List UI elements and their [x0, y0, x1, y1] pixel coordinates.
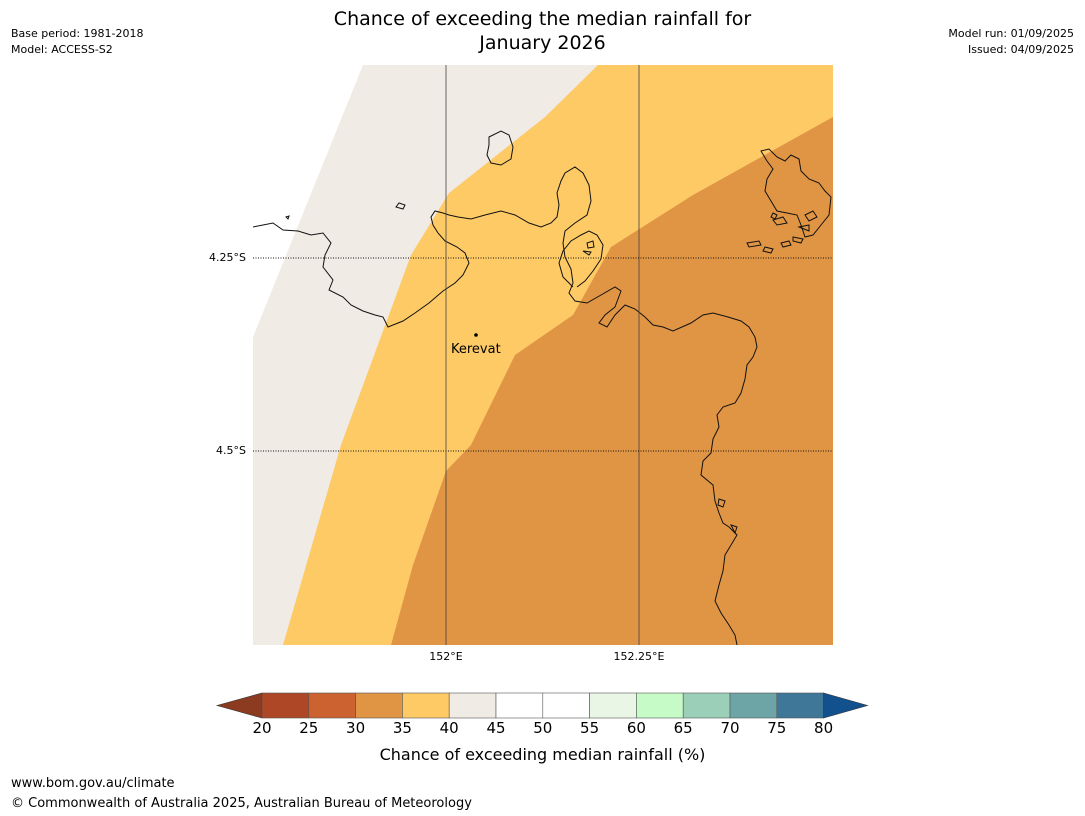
- colorbar-segment: [495, 692, 544, 719]
- lon-label-152: 152°E: [429, 650, 463, 663]
- colorbar-segment: [308, 692, 356, 719]
- map-outside-edge: [253, 65, 363, 337]
- colorbar-tick-label: 80: [814, 719, 834, 737]
- kerevat-marker: [474, 333, 478, 337]
- band-30-35: [391, 117, 833, 645]
- colorbar-tick-label: 50: [533, 719, 553, 737]
- colorbar-segment: [402, 692, 450, 719]
- islets-east: [717, 498, 738, 535]
- colorbar-tick-label: 75: [767, 719, 787, 737]
- colorbar-segment: [682, 692, 731, 719]
- colorbar-tick-label: 60: [626, 719, 646, 737]
- base-period-text: Base period: 1981-2018: [11, 27, 144, 40]
- model-run-text: Model run: 01/09/2025: [948, 27, 1074, 40]
- colorbar-segment: [636, 692, 684, 719]
- colorbar-label: Chance of exceeding median rainfall (%): [379, 745, 706, 764]
- rainfall-map: [253, 65, 833, 645]
- lon-label-152-25: 152.25°E: [613, 650, 665, 663]
- title-line-2: January 2026: [479, 32, 606, 54]
- colorbar-tick-label: 20: [252, 719, 272, 737]
- lat-label-4-5: 4.5°S: [216, 444, 246, 457]
- colorbar-segment: [448, 692, 497, 719]
- colorbar-segment: [261, 692, 310, 719]
- colorbar-tick-label: 40: [439, 719, 459, 737]
- map-title: Chance of exceeding the median rainfall …: [0, 7, 1085, 55]
- colorbar-tick-label: 25: [299, 719, 319, 737]
- lat-label-4-25: 4.25°S: [209, 251, 246, 264]
- colorbar-segment: [776, 692, 824, 719]
- colorbar: [215, 692, 869, 719]
- colorbar-tick-label: 30: [346, 719, 366, 737]
- colorbar-tick-label: 70: [720, 719, 740, 737]
- colorbar-tick-label: 55: [580, 719, 600, 737]
- model-text: Model: ACCESS-S2: [11, 43, 113, 56]
- colorbar-tick-label: 35: [392, 719, 412, 737]
- colorbar-segment: [729, 692, 778, 719]
- title-line-1: Chance of exceeding the median rainfall …: [333, 8, 752, 30]
- colorbar-tick-label: 65: [673, 719, 693, 737]
- colorbar-segment: [355, 692, 403, 719]
- coastline: [253, 130, 832, 645]
- colorbar-segment: [542, 692, 590, 719]
- colorbar-over-arrow: [823, 692, 869, 719]
- issued-text: Issued: 04/09/2025: [967, 43, 1074, 56]
- colorbar-tick-label: 45: [486, 719, 506, 737]
- colorbar-under-arrow: [215, 692, 263, 719]
- footer-copyright: © Commonwealth of Australia 2025, Austra…: [11, 796, 472, 811]
- kerevat-label: Kerevat: [451, 342, 501, 357]
- run-info: Model run: 01/09/2025 Issued: 04/09/2025: [948, 26, 1074, 58]
- footer-url[interactable]: www.bom.gov.au/climate: [11, 776, 175, 791]
- colorbar-segment: [589, 692, 637, 719]
- base-info: Base period: 1981-2018 Model: ACCESS-S2: [11, 26, 143, 58]
